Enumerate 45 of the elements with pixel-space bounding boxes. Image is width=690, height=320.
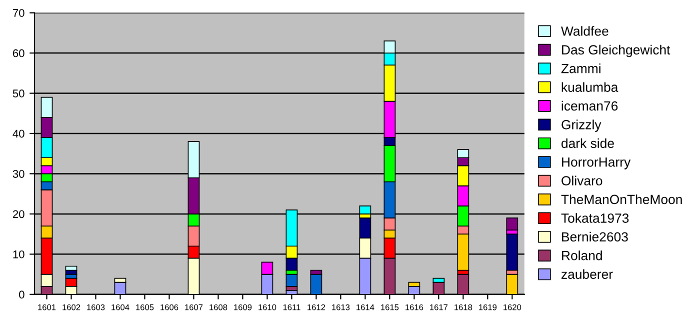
- x-tick-label: 1610: [258, 304, 276, 310]
- x-tick-label: 1617: [430, 304, 448, 310]
- y-tick-label: 50: [12, 90, 24, 98]
- legend-label: Das Gleichgewicht: [562, 44, 670, 58]
- legend-label: Bernie2603: [562, 232, 628, 242]
- x-tick-label: 1603: [87, 304, 105, 310]
- legend-label: Olivaro: [562, 176, 602, 186]
- legend-label: kualumba: [562, 82, 618, 92]
- x-tick-label: 1613: [332, 304, 350, 310]
- x-tick-label: 1614: [356, 304, 374, 310]
- y-tick-label: 40: [12, 130, 24, 138]
- legend-label: dark side: [562, 138, 614, 148]
- x-tick-label: 1608: [210, 304, 228, 310]
- x-tick-label: 1601: [38, 304, 56, 310]
- y-tick-label: 70: [12, 9, 24, 17]
- x-tick-label: 1611: [283, 304, 300, 310]
- x-tick-label: 1602: [62, 304, 80, 310]
- y-tick-label: 10: [13, 250, 24, 258]
- x-tick-label: 1615: [381, 304, 399, 310]
- legend-label: HorrorHarry: [562, 158, 631, 170]
- legend-label: iceman76: [562, 100, 618, 111]
- x-tick-label: 1604: [112, 304, 130, 310]
- legend-label: Zammi: [561, 64, 600, 74]
- x-tick-label: 1605: [136, 304, 154, 310]
- y-tick-label: 60: [12, 49, 24, 58]
- x-tick-label: 1620: [504, 304, 522, 310]
- legend-label: Roland: [562, 250, 602, 260]
- legend-label: TheManOnTheMoon: [561, 194, 682, 204]
- x-tick-label: 1606: [160, 304, 178, 310]
- x-tick-label: 1612: [308, 304, 326, 310]
- y-tick-label: 30: [12, 170, 24, 178]
- x-tick-label: 1607: [185, 304, 203, 310]
- legend-label: Tokata1973: [561, 213, 629, 223]
- x-tick-label: 1618: [454, 304, 472, 310]
- legend-label: Grizzly: [562, 120, 602, 132]
- bar: [506, 218, 518, 230]
- x-tick-label: 1619: [479, 304, 497, 310]
- x-tick-label: 1609: [234, 304, 252, 310]
- bar: [65, 266, 78, 271]
- legend-label: Waldfee: [561, 26, 608, 36]
- legend-label: zauberer: [562, 269, 613, 279]
- y-tick-label: 20: [12, 210, 24, 218]
- bar: [286, 274, 298, 287]
- y-tick-label: 0: [19, 290, 24, 299]
- x-tick-label: 1616: [406, 304, 424, 310]
